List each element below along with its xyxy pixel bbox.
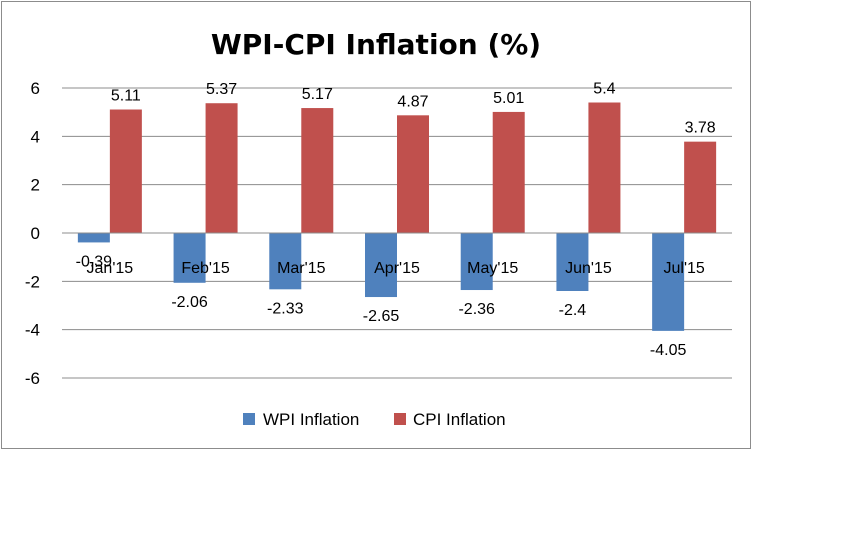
data-label: -0.39 xyxy=(76,253,113,270)
y-tick-label: 2 xyxy=(31,176,40,195)
category-label: Feb'15 xyxy=(181,260,230,277)
y-tick-label: -4 xyxy=(25,321,40,340)
cpi-bar xyxy=(588,102,621,233)
chart-title: WPI-CPI Inflation (%) xyxy=(211,28,541,61)
data-label: -2.06 xyxy=(171,294,208,311)
legend-label-cpi: CPI Inflation xyxy=(413,410,506,429)
category-label: Mar'15 xyxy=(277,260,326,277)
legend-label-wpi: WPI Inflation xyxy=(263,410,359,429)
wpi-bar xyxy=(460,233,493,291)
data-label: 5.01 xyxy=(493,90,524,107)
data-label: -2.65 xyxy=(363,308,400,325)
wpi-bar xyxy=(652,233,685,331)
data-label: -2.4 xyxy=(559,302,587,319)
cpi-bar xyxy=(109,109,142,233)
y-tick-label: 4 xyxy=(31,127,40,146)
data-label: 5.11 xyxy=(111,88,141,105)
y-tick-label: -6 xyxy=(25,369,40,388)
data-label: -2.36 xyxy=(458,301,495,318)
data-label: 5.37 xyxy=(206,81,237,98)
wpi-bar xyxy=(77,233,110,243)
legend-swatch-wpi xyxy=(243,413,255,425)
legend-swatch-cpi xyxy=(394,413,406,425)
category-label: Jul'15 xyxy=(663,260,704,277)
y-tick-label: 6 xyxy=(31,79,40,98)
cpi-bar xyxy=(492,111,525,233)
data-label: 5.17 xyxy=(302,86,333,103)
data-label: 3.78 xyxy=(685,120,716,137)
category-label: Jan'15 xyxy=(87,260,134,277)
data-label: 4.87 xyxy=(397,93,428,110)
bars xyxy=(77,102,717,331)
wpi-bar xyxy=(173,233,206,283)
cpi-bar xyxy=(397,115,429,233)
y-axis-ticks: 6 4 2 0 -2 -4 -6 xyxy=(25,79,40,388)
data-labels: -0.39 5.11 -2.06 5.37 -2.33 5.17 -2.65 4.87 -2.3… xyxy=(76,81,716,359)
wpi-bar xyxy=(556,233,589,291)
category-label: Jun'15 xyxy=(565,260,612,277)
cpi-bar xyxy=(205,103,238,233)
wpi-bar xyxy=(365,233,397,298)
category-label: Apr'15 xyxy=(374,260,420,277)
data-label: -4.05 xyxy=(650,342,687,359)
category-label: May'15 xyxy=(467,260,518,277)
category-labels: Jan'15 Feb'15 Mar'15 Apr'15 May'15 Jun'15 Jul'… xyxy=(87,260,705,277)
data-label: 5.4 xyxy=(593,81,615,98)
cpi-bar xyxy=(301,108,334,233)
y-tick-label: 0 xyxy=(31,224,40,243)
data-label: -2.33 xyxy=(267,300,304,317)
cpi-bar xyxy=(684,141,717,233)
legend: WPI Inflation CPI Inflation xyxy=(243,410,506,429)
wpi-bar xyxy=(269,233,302,290)
y-tick-label: -2 xyxy=(25,272,40,291)
